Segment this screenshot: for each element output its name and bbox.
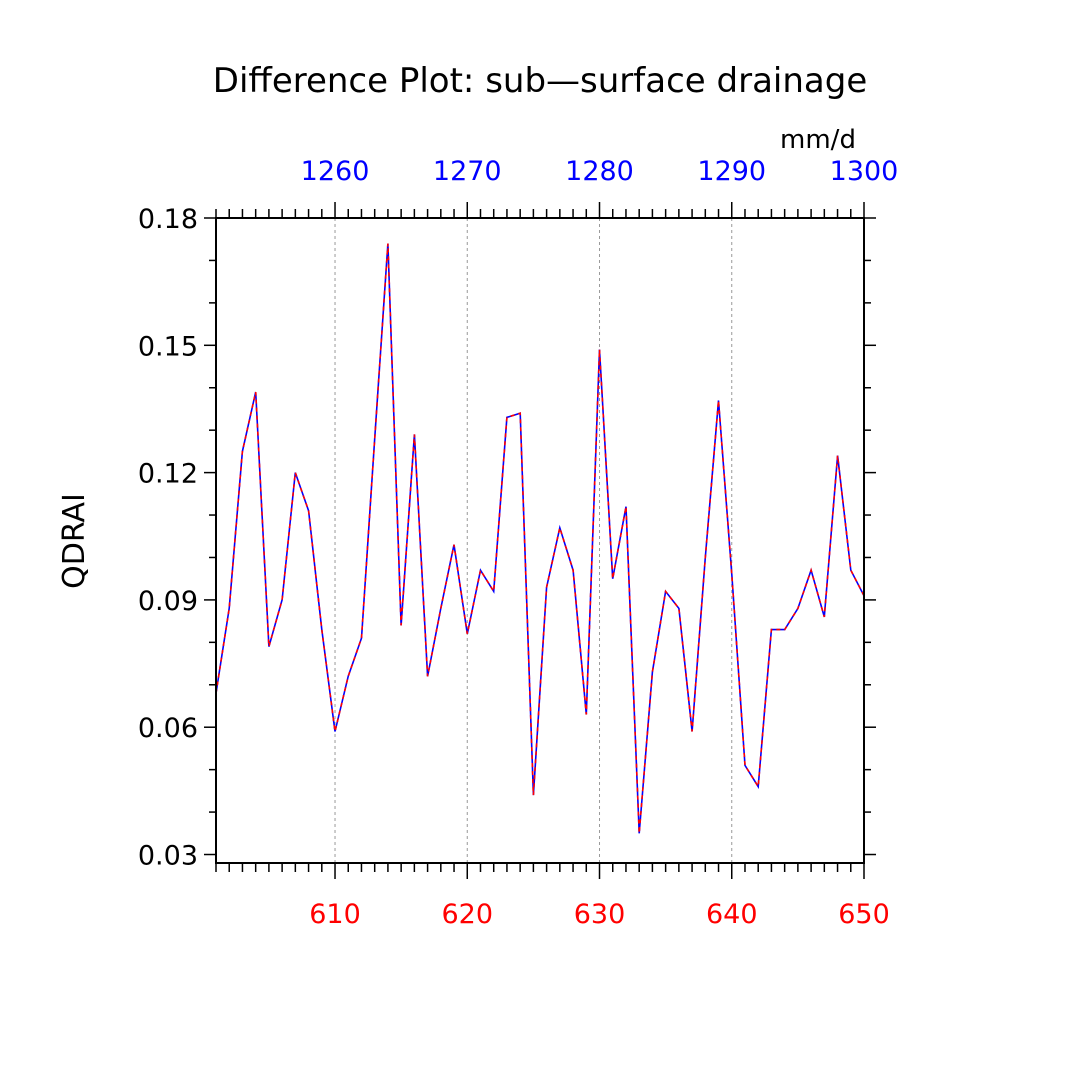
axis-ticks — [204, 202, 876, 879]
y-tick-label: 0.06 — [138, 713, 198, 744]
x-tick-label-top: 1300 — [830, 156, 899, 187]
series-line-blue — [215, 243, 865, 834]
series-line-red — [215, 243, 865, 834]
plot-frame — [215, 217, 865, 864]
y-tick-label: 0.18 — [138, 204, 198, 235]
y-tick-label: 0.03 — [138, 841, 198, 872]
x-tick-label-bottom: 650 — [838, 899, 890, 930]
y-axis-label: QDRAI — [57, 493, 92, 589]
tick-labels: 0.03 0.06 0.09 0.12 0.15 0.18 610 620 630 640 650 1… — [138, 156, 898, 930]
series-lines — [215, 243, 865, 834]
y-tick-label: 0.12 — [138, 459, 198, 490]
y-tick-label: 0.09 — [138, 586, 198, 617]
x-tick-label-top: 1280 — [565, 156, 634, 187]
x-tick-label-top: 1260 — [301, 156, 370, 187]
x-tick-label-top: 1290 — [697, 156, 766, 187]
x-tick-label-bottom: 630 — [574, 899, 626, 930]
grid-lines — [334, 218, 733, 863]
x-tick-label-top: 1270 — [433, 156, 502, 187]
units-label: mm/d — [780, 125, 856, 155]
chart-title: Difference Plot: sub—surface drainage — [213, 61, 867, 101]
x-tick-label-bottom: 620 — [441, 899, 493, 930]
y-tick-label: 0.15 — [138, 331, 198, 362]
x-tick-label-bottom: 610 — [309, 899, 361, 930]
x-tick-label-bottom: 640 — [706, 899, 758, 930]
